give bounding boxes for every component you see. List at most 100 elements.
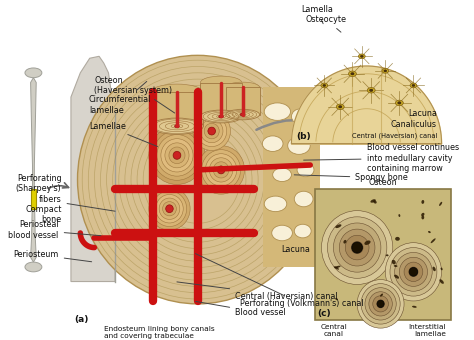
Ellipse shape — [335, 298, 338, 300]
Circle shape — [159, 198, 180, 219]
Polygon shape — [292, 66, 442, 144]
Polygon shape — [226, 87, 260, 115]
Ellipse shape — [384, 70, 387, 72]
Ellipse shape — [292, 109, 310, 124]
Ellipse shape — [219, 115, 223, 118]
Ellipse shape — [380, 293, 383, 297]
Circle shape — [166, 205, 173, 212]
Ellipse shape — [392, 260, 396, 265]
Polygon shape — [201, 83, 242, 117]
Circle shape — [157, 135, 197, 176]
Ellipse shape — [373, 200, 377, 204]
Ellipse shape — [421, 216, 424, 219]
Ellipse shape — [25, 68, 42, 78]
Ellipse shape — [348, 71, 356, 76]
Circle shape — [149, 126, 205, 185]
Ellipse shape — [264, 196, 287, 211]
Text: (b): (b) — [296, 132, 311, 141]
Text: Endosteum lining bony canals
and covering trabeculae: Endosteum lining bony canals and coverin… — [104, 326, 214, 339]
Ellipse shape — [439, 279, 444, 284]
Ellipse shape — [334, 266, 341, 268]
Text: Blood vessel: Blood vessel — [196, 302, 286, 317]
Polygon shape — [71, 56, 115, 282]
Circle shape — [198, 146, 245, 194]
Circle shape — [409, 267, 418, 277]
Ellipse shape — [272, 225, 292, 241]
Text: Spongy bone: Spongy bone — [294, 173, 408, 182]
Ellipse shape — [410, 83, 417, 88]
Ellipse shape — [201, 76, 242, 89]
Ellipse shape — [226, 109, 260, 120]
Ellipse shape — [367, 88, 375, 93]
Text: Central (Haversian) canal: Central (Haversian) canal — [352, 133, 437, 139]
Ellipse shape — [25, 262, 42, 272]
Text: Lacuna: Lacuna — [282, 245, 310, 254]
Polygon shape — [151, 92, 203, 126]
Text: Osteon
(Haversian system): Osteon (Haversian system) — [94, 76, 174, 113]
Circle shape — [400, 257, 428, 286]
Ellipse shape — [395, 237, 400, 241]
Circle shape — [351, 241, 363, 254]
Circle shape — [373, 296, 388, 312]
Ellipse shape — [294, 224, 311, 238]
Text: Canaliculus: Canaliculus — [391, 120, 437, 129]
Ellipse shape — [399, 214, 401, 217]
Text: (c): (c) — [318, 308, 331, 318]
Polygon shape — [263, 87, 319, 267]
Ellipse shape — [421, 213, 424, 216]
Text: Interstitial
lamellae: Interstitial lamellae — [409, 324, 447, 337]
Ellipse shape — [360, 55, 363, 57]
Text: Lamellae: Lamellae — [89, 122, 157, 147]
Ellipse shape — [321, 83, 328, 88]
Ellipse shape — [264, 103, 291, 120]
Ellipse shape — [370, 89, 373, 91]
Circle shape — [365, 288, 396, 320]
Text: Perforating
(Sharpey's)
fibers
Compact
bone: Perforating (Sharpey's) fibers Compact b… — [16, 174, 115, 224]
Circle shape — [377, 300, 384, 308]
Circle shape — [328, 217, 387, 278]
Text: Osteocyte: Osteocyte — [306, 15, 346, 32]
Text: Blood vessel continues
into medullary cavity
containing marrow: Blood vessel continues into medullary ca… — [304, 143, 459, 173]
Circle shape — [161, 139, 193, 172]
Circle shape — [390, 248, 437, 296]
Circle shape — [217, 166, 225, 174]
Circle shape — [339, 229, 375, 266]
Ellipse shape — [334, 266, 339, 270]
Circle shape — [369, 292, 392, 316]
Text: Periosteal
blood vessel: Periosteal blood vessel — [9, 220, 101, 240]
Ellipse shape — [398, 102, 401, 104]
Circle shape — [204, 123, 219, 139]
Circle shape — [210, 158, 233, 182]
Ellipse shape — [428, 231, 431, 233]
Ellipse shape — [343, 240, 346, 243]
Circle shape — [409, 268, 418, 276]
Ellipse shape — [394, 275, 399, 279]
Text: (a): (a) — [74, 315, 88, 324]
Ellipse shape — [338, 106, 342, 108]
Ellipse shape — [273, 168, 292, 182]
Circle shape — [201, 150, 241, 190]
Ellipse shape — [358, 54, 365, 58]
Ellipse shape — [395, 100, 403, 106]
Circle shape — [163, 202, 176, 216]
Circle shape — [357, 279, 404, 328]
Ellipse shape — [240, 113, 245, 116]
Ellipse shape — [351, 73, 354, 75]
Text: Lacuna: Lacuna — [408, 109, 437, 119]
Text: Osteon: Osteon — [368, 178, 397, 187]
Ellipse shape — [151, 118, 203, 134]
Circle shape — [321, 211, 393, 285]
Text: Periosteum: Periosteum — [13, 250, 91, 262]
Ellipse shape — [288, 137, 310, 154]
Ellipse shape — [294, 191, 313, 207]
Polygon shape — [31, 189, 36, 209]
Circle shape — [166, 205, 173, 212]
Polygon shape — [31, 78, 36, 262]
Ellipse shape — [297, 163, 314, 177]
Circle shape — [345, 235, 369, 260]
Ellipse shape — [174, 125, 179, 128]
Circle shape — [352, 242, 363, 253]
Text: Central
canal: Central canal — [320, 324, 347, 337]
Ellipse shape — [263, 136, 283, 151]
Ellipse shape — [439, 202, 442, 206]
